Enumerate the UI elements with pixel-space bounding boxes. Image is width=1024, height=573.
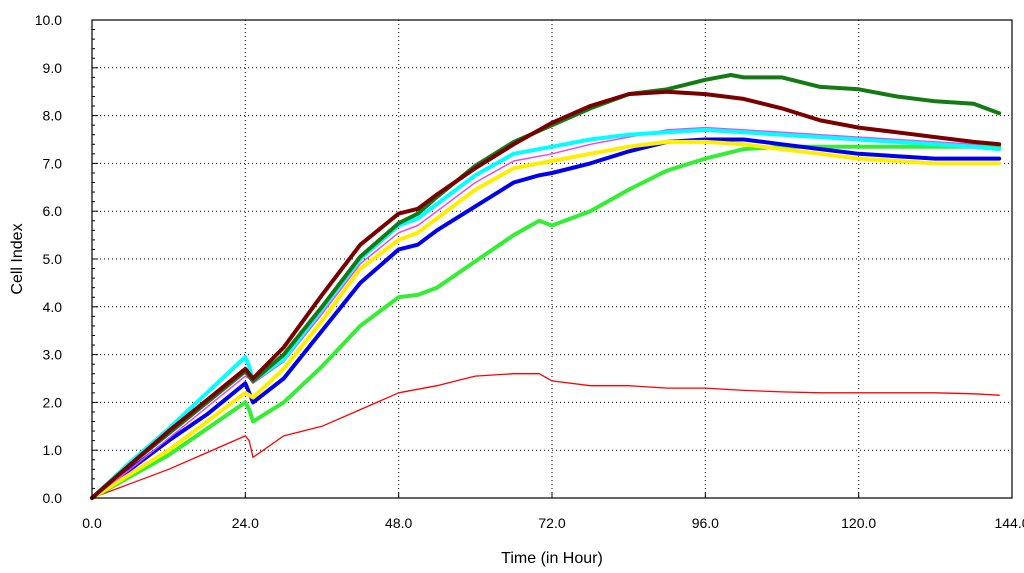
x-tick-label: 144.0 bbox=[994, 515, 1024, 531]
series-line-4 bbox=[90, 139, 1002, 500]
x-axis-label: Time (in Hour) bbox=[501, 550, 603, 567]
y-tick-label: 0.0 bbox=[43, 490, 63, 506]
x-ticks: 0.0 24.0 48.0 72.0 96.0 120.0 144.0 bbox=[82, 492, 1024, 531]
x-tick-label: 72.0 bbox=[538, 515, 565, 531]
x-tick-label: 120.0 bbox=[841, 515, 876, 531]
y-tick-label: 4.0 bbox=[43, 299, 63, 315]
y-tick-label: 5.0 bbox=[43, 251, 63, 267]
x-tick-label: 0.0 bbox=[82, 515, 102, 531]
series-layer bbox=[90, 73, 1002, 500]
x-tick-label: 48.0 bbox=[385, 515, 412, 531]
y-tick-label: 3.0 bbox=[43, 347, 63, 363]
y-ticks: 0.0 1.0 2.0 3.0 4.0 5.0 6.0 7.0 8.0 9.0 10.0 bbox=[35, 12, 98, 506]
y-axis-label: Cell Index bbox=[9, 223, 26, 294]
y-tick-label: 6.0 bbox=[43, 203, 63, 219]
series-line-2 bbox=[90, 144, 1002, 500]
series-line-1 bbox=[91, 373, 1000, 499]
x-tick-label: 24.0 bbox=[232, 515, 259, 531]
series-line-5 bbox=[91, 126, 1000, 499]
y-tick-label: 1.0 bbox=[43, 442, 63, 458]
series-line-3 bbox=[90, 137, 1002, 500]
series-line-8 bbox=[90, 89, 1002, 500]
y-tick-label: 9.0 bbox=[43, 60, 63, 76]
grid bbox=[92, 20, 1012, 498]
y-tick-label: 8.0 bbox=[43, 108, 63, 124]
y-tick-label: 2.0 bbox=[43, 394, 63, 410]
series-line-6 bbox=[90, 127, 1002, 500]
y-tick-label: 7.0 bbox=[43, 155, 63, 171]
y-tick-label: 10.0 bbox=[35, 12, 62, 28]
x-tick-label: 96.0 bbox=[692, 515, 719, 531]
